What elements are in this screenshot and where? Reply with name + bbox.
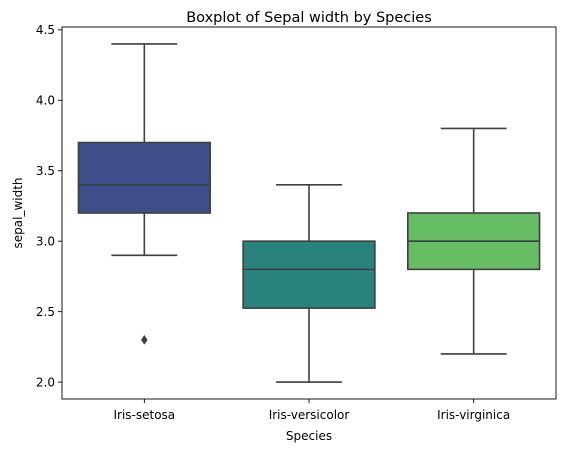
y-tick-label: 2.5 bbox=[36, 305, 55, 319]
y-tick-label: 3.0 bbox=[36, 234, 55, 248]
box-group-3 bbox=[406, 127, 541, 355]
box bbox=[242, 240, 376, 309]
y-axis: 2.0 2.5 3.0 3.5 4.0 4.5 bbox=[36, 23, 62, 389]
x-tick-label: Iris-setosa bbox=[113, 408, 175, 422]
y-tick-label: 4.0 bbox=[36, 93, 55, 107]
x-axis: Iris-setosa Iris-versicolor Iris-virginica bbox=[113, 399, 510, 422]
outlier-point bbox=[141, 334, 148, 345]
y-tick-label: 4.5 bbox=[36, 23, 55, 37]
x-tick-label: Iris-versicolor bbox=[269, 408, 350, 422]
box-group-2 bbox=[242, 184, 376, 383]
x-axis-label: Species bbox=[286, 429, 332, 443]
y-tick-label: 2.0 bbox=[36, 375, 55, 389]
plot-area bbox=[77, 43, 541, 383]
box bbox=[77, 141, 212, 214]
y-tick-label: 3.5 bbox=[36, 164, 55, 178]
chart-title: Boxplot of Sepal width by Species bbox=[186, 10, 432, 26]
y-axis-label: sepal_width bbox=[11, 177, 25, 248]
x-tick-label: Iris-virginica bbox=[437, 408, 510, 422]
box-group-1 bbox=[77, 43, 212, 345]
